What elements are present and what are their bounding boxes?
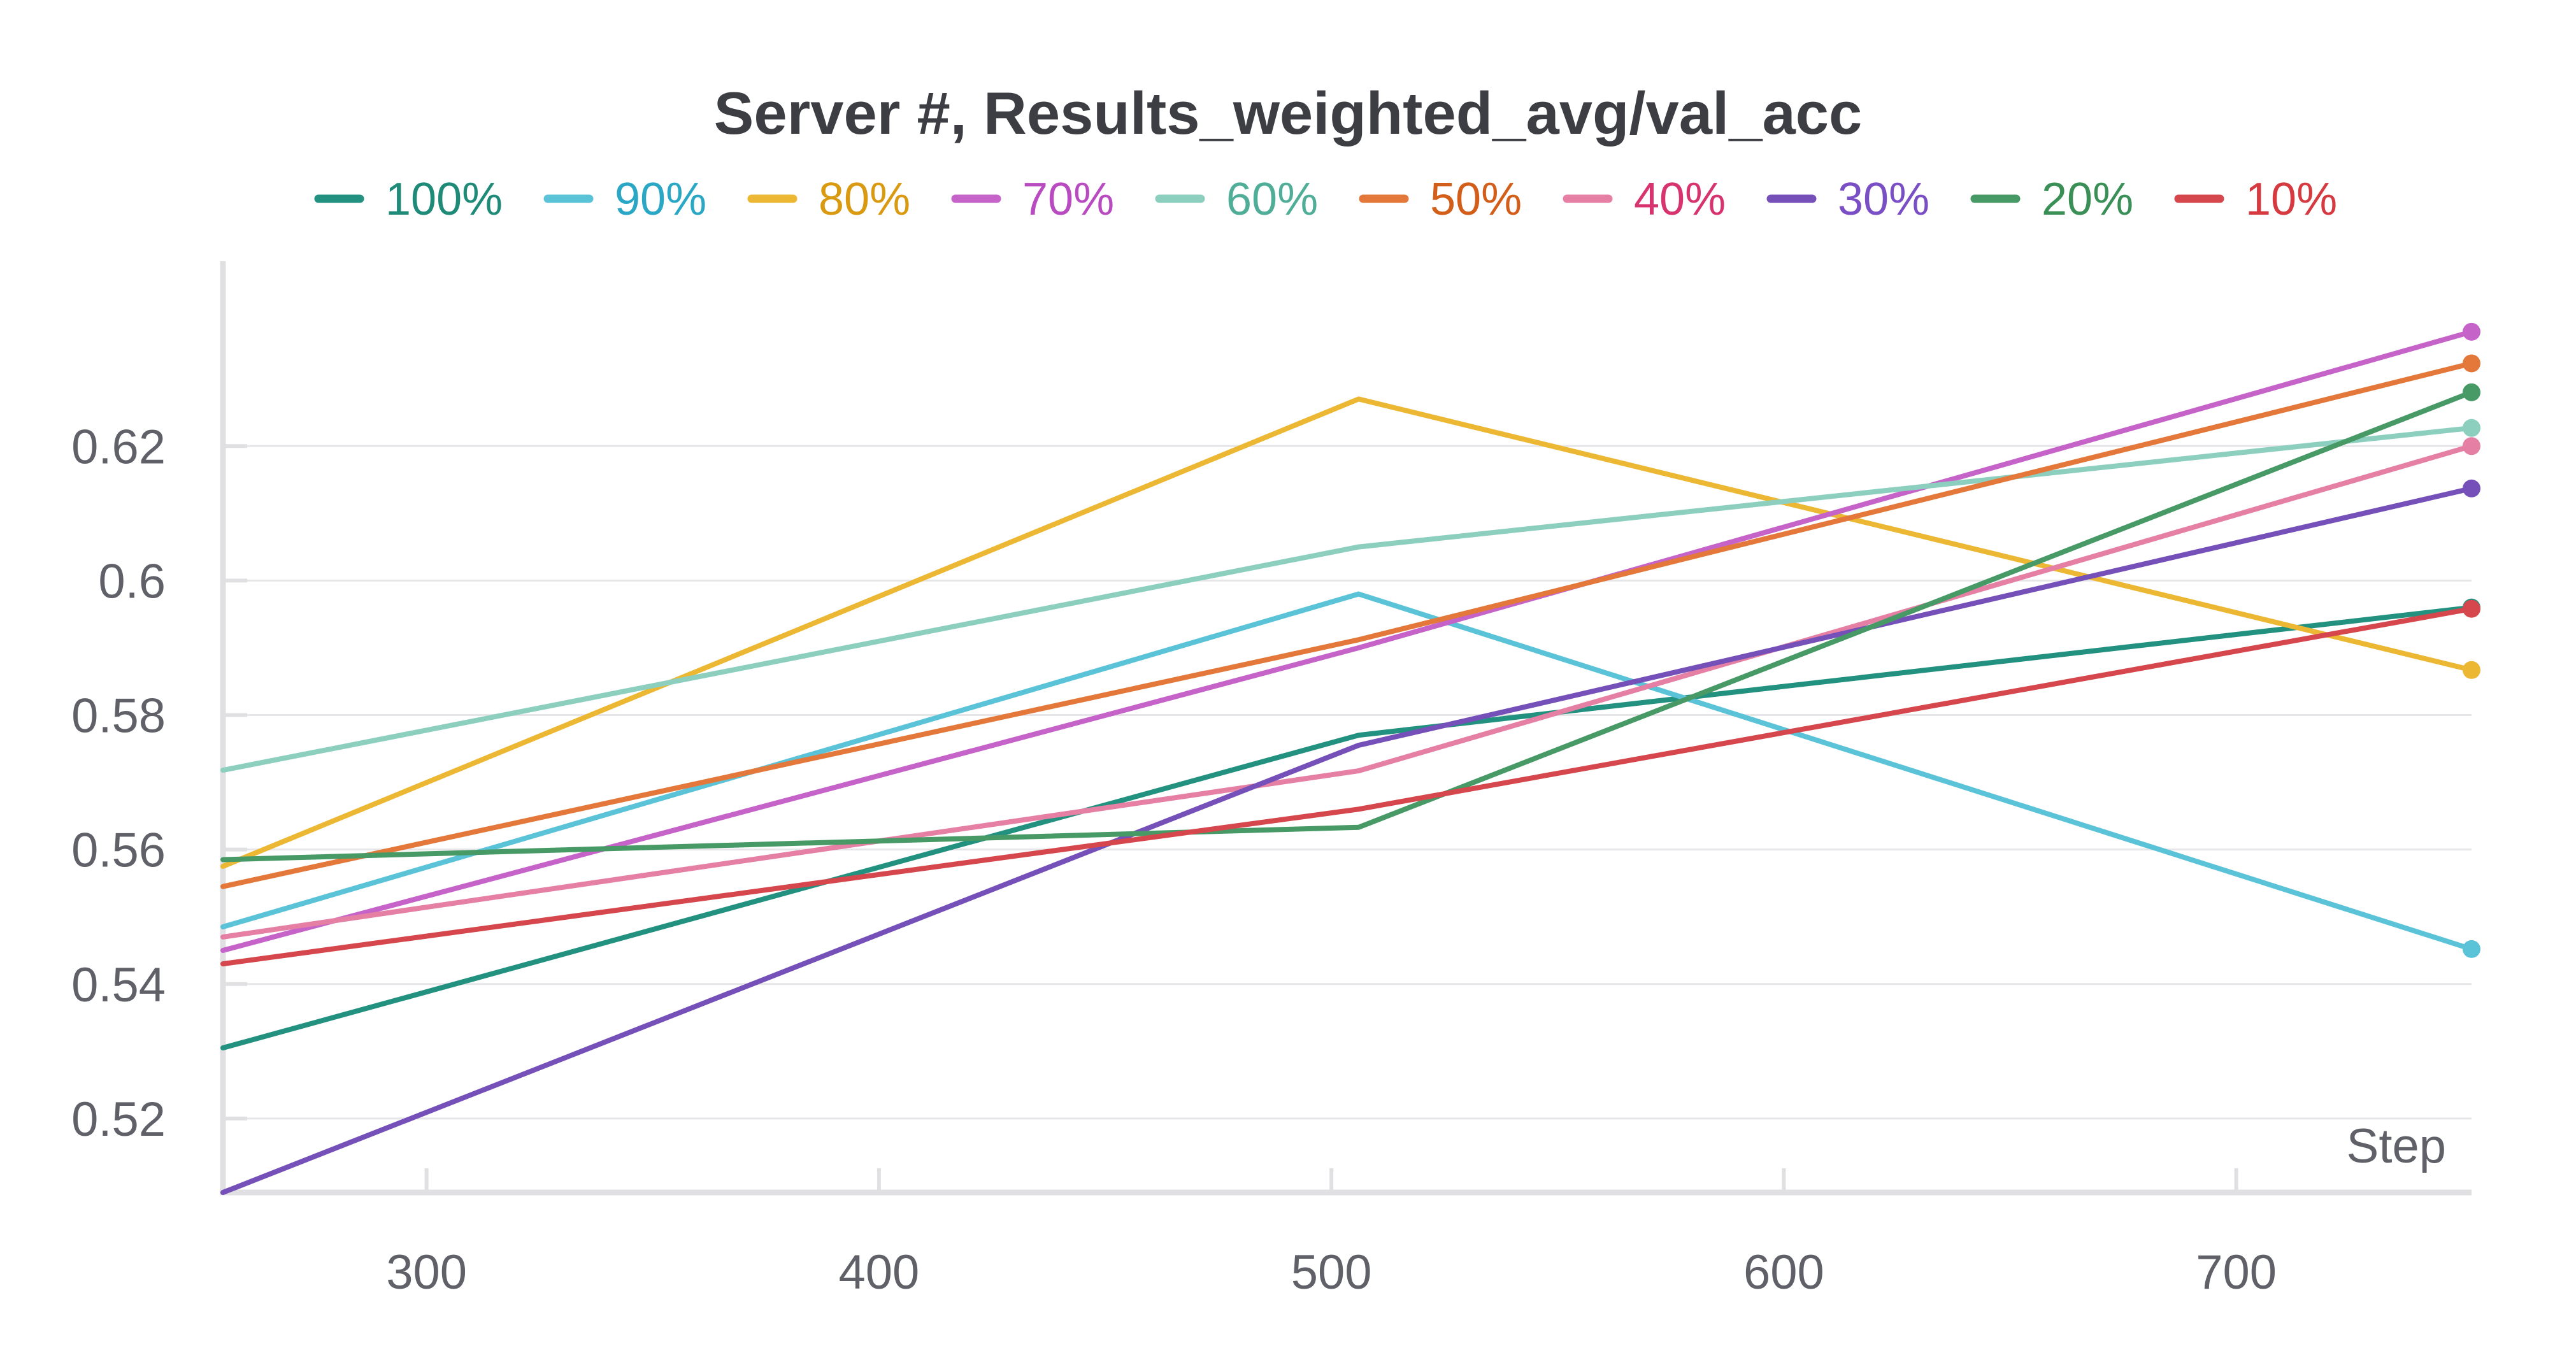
legend-label: 60% — [1226, 174, 1318, 225]
series-line[interactable] — [220, 485, 2474, 1195]
y-tick-label: 0.62 — [71, 420, 166, 474]
series-line[interactable] — [220, 425, 2474, 773]
series-end-marker[interactable] — [2463, 419, 2480, 437]
legend-label: 100% — [385, 174, 503, 225]
legend-item[interactable]: 20% — [1970, 174, 2133, 225]
legend-item[interactable]: 80% — [747, 174, 910, 225]
legend: 100% 90% 80% 70% 60% 50% 40% 30% 20% 10% — [314, 174, 2337, 225]
y-tick-label: 0.56 — [71, 824, 166, 878]
x-tick-label: 300 — [386, 1245, 467, 1299]
x-tick-label: 700 — [2196, 1245, 2277, 1299]
legend-label: 40% — [1634, 174, 1726, 225]
legend-item[interactable]: 60% — [1155, 174, 1318, 225]
series-line[interactable] — [220, 443, 2474, 940]
series-line[interactable] — [220, 605, 2474, 1050]
series-end-marker[interactable] — [2463, 437, 2480, 455]
x-tick-label: 500 — [1291, 1245, 1372, 1299]
y-tick-label: 0.6 — [98, 554, 166, 608]
series-end-marker[interactable] — [2463, 940, 2480, 958]
legend-item[interactable]: 30% — [1766, 174, 1929, 225]
series-end-marker[interactable] — [2463, 479, 2480, 498]
series-end-marker[interactable] — [2463, 661, 2480, 679]
series-line[interactable] — [220, 389, 2474, 863]
axes: 0.52 0.54 0.56 0.58 0.6 0.62 300 400 500 600 700 — [71, 261, 2472, 1299]
legend-label: 90% — [615, 174, 706, 225]
y-tick-label: 0.54 — [71, 958, 166, 1012]
series-end-marker[interactable] — [2463, 322, 2480, 341]
x-tick-label: 400 — [838, 1245, 919, 1299]
legend-label: 80% — [819, 174, 910, 225]
x-axis-title: Step — [2347, 1119, 2446, 1173]
legend-label: 50% — [1430, 174, 1522, 225]
chart-title: Server #, Results_weighted_avg/val_acc — [714, 80, 1863, 147]
y-tick-label: 0.52 — [71, 1092, 166, 1147]
legend-item[interactable]: 40% — [1563, 174, 1726, 225]
series-line[interactable] — [220, 361, 2474, 889]
series-line[interactable] — [220, 591, 2474, 952]
end-markers — [2463, 322, 2480, 958]
series-line[interactable] — [220, 606, 2474, 967]
series-layer — [220, 329, 2474, 1195]
series-end-marker[interactable] — [2463, 599, 2480, 618]
series-end-marker[interactable] — [2463, 354, 2480, 373]
legend-item[interactable]: 50% — [1359, 174, 1522, 225]
legend-item[interactable]: 10% — [2174, 174, 2337, 225]
y-tick-label: 0.58 — [71, 689, 166, 743]
series-line[interactable] — [220, 396, 2474, 869]
legend-label: 10% — [2245, 174, 2337, 225]
x-tick-label: 600 — [1743, 1245, 1824, 1299]
legend-label: 20% — [2042, 174, 2133, 225]
legend-item[interactable]: 70% — [951, 174, 1114, 225]
legend-item[interactable]: 90% — [543, 174, 706, 225]
legend-label: 30% — [1838, 174, 1929, 225]
series-end-marker[interactable] — [2463, 383, 2480, 401]
legend-label: 70% — [1022, 174, 1114, 225]
legend-item[interactable]: 100% — [314, 174, 503, 225]
